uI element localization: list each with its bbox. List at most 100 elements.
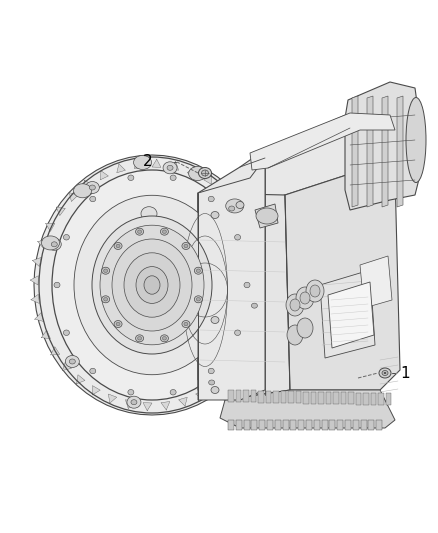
Ellipse shape — [102, 267, 110, 274]
Polygon shape — [397, 96, 403, 207]
Polygon shape — [275, 420, 281, 430]
Polygon shape — [251, 391, 256, 402]
Polygon shape — [273, 391, 279, 403]
Ellipse shape — [201, 170, 208, 176]
Ellipse shape — [128, 390, 134, 395]
Polygon shape — [38, 240, 47, 248]
Ellipse shape — [47, 238, 61, 251]
Ellipse shape — [251, 303, 258, 308]
Polygon shape — [117, 164, 125, 173]
Polygon shape — [353, 420, 359, 430]
Polygon shape — [236, 420, 242, 430]
Ellipse shape — [90, 196, 96, 202]
Ellipse shape — [236, 201, 244, 208]
Ellipse shape — [211, 386, 219, 393]
Polygon shape — [371, 393, 376, 405]
Polygon shape — [376, 420, 382, 430]
Polygon shape — [296, 391, 301, 403]
Ellipse shape — [244, 282, 250, 288]
Ellipse shape — [136, 228, 144, 235]
Polygon shape — [290, 420, 297, 430]
Ellipse shape — [406, 98, 426, 182]
Polygon shape — [250, 113, 395, 170]
Ellipse shape — [102, 296, 110, 303]
Ellipse shape — [160, 228, 169, 235]
Polygon shape — [333, 392, 339, 404]
Ellipse shape — [235, 235, 240, 240]
Ellipse shape — [247, 300, 261, 312]
Polygon shape — [385, 393, 391, 405]
Ellipse shape — [208, 380, 215, 385]
Ellipse shape — [184, 244, 188, 248]
Ellipse shape — [52, 170, 252, 400]
Ellipse shape — [170, 390, 176, 395]
Polygon shape — [345, 420, 351, 430]
Polygon shape — [34, 155, 270, 415]
Ellipse shape — [136, 266, 168, 303]
Polygon shape — [108, 394, 117, 403]
Polygon shape — [254, 231, 263, 240]
Ellipse shape — [225, 203, 239, 214]
Ellipse shape — [74, 195, 230, 375]
Ellipse shape — [382, 370, 388, 376]
Polygon shape — [267, 420, 273, 430]
Polygon shape — [125, 400, 134, 409]
Polygon shape — [356, 392, 361, 405]
Ellipse shape — [235, 330, 240, 335]
Polygon shape — [255, 204, 278, 228]
Polygon shape — [226, 368, 235, 377]
Ellipse shape — [189, 166, 207, 181]
Ellipse shape — [141, 207, 157, 221]
Polygon shape — [360, 420, 367, 430]
Ellipse shape — [64, 330, 69, 335]
Polygon shape — [233, 199, 242, 208]
Ellipse shape — [310, 285, 320, 297]
Polygon shape — [198, 158, 265, 400]
Polygon shape — [320, 270, 375, 358]
Ellipse shape — [184, 322, 188, 326]
Text: 1: 1 — [400, 366, 410, 381]
Polygon shape — [62, 361, 71, 370]
Polygon shape — [228, 390, 233, 402]
Polygon shape — [306, 420, 312, 430]
Ellipse shape — [90, 368, 96, 374]
Polygon shape — [265, 266, 273, 276]
Ellipse shape — [85, 182, 99, 193]
Polygon shape — [143, 402, 152, 411]
Ellipse shape — [205, 376, 219, 389]
Polygon shape — [382, 96, 388, 207]
Ellipse shape — [167, 165, 173, 171]
Polygon shape — [32, 257, 41, 266]
Ellipse shape — [134, 156, 152, 169]
Polygon shape — [363, 393, 368, 405]
Polygon shape — [76, 375, 85, 384]
Ellipse shape — [65, 356, 79, 367]
Polygon shape — [345, 82, 420, 210]
Polygon shape — [328, 282, 374, 348]
Polygon shape — [265, 391, 271, 403]
Polygon shape — [298, 420, 304, 430]
Ellipse shape — [296, 287, 314, 309]
Polygon shape — [100, 171, 108, 180]
Polygon shape — [337, 420, 343, 430]
Polygon shape — [266, 285, 274, 294]
Polygon shape — [329, 420, 336, 430]
Ellipse shape — [124, 253, 180, 317]
Polygon shape — [35, 312, 43, 321]
Ellipse shape — [131, 400, 137, 405]
Ellipse shape — [160, 335, 169, 342]
Polygon shape — [280, 391, 286, 403]
Polygon shape — [285, 168, 400, 390]
Ellipse shape — [194, 267, 202, 274]
Ellipse shape — [128, 175, 134, 181]
Polygon shape — [321, 420, 328, 430]
Polygon shape — [348, 392, 353, 405]
Ellipse shape — [127, 396, 141, 408]
Ellipse shape — [114, 243, 122, 249]
Ellipse shape — [104, 269, 108, 272]
Ellipse shape — [300, 292, 310, 304]
Ellipse shape — [54, 282, 60, 288]
Polygon shape — [243, 390, 248, 402]
Polygon shape — [257, 321, 266, 330]
Polygon shape — [303, 392, 308, 403]
